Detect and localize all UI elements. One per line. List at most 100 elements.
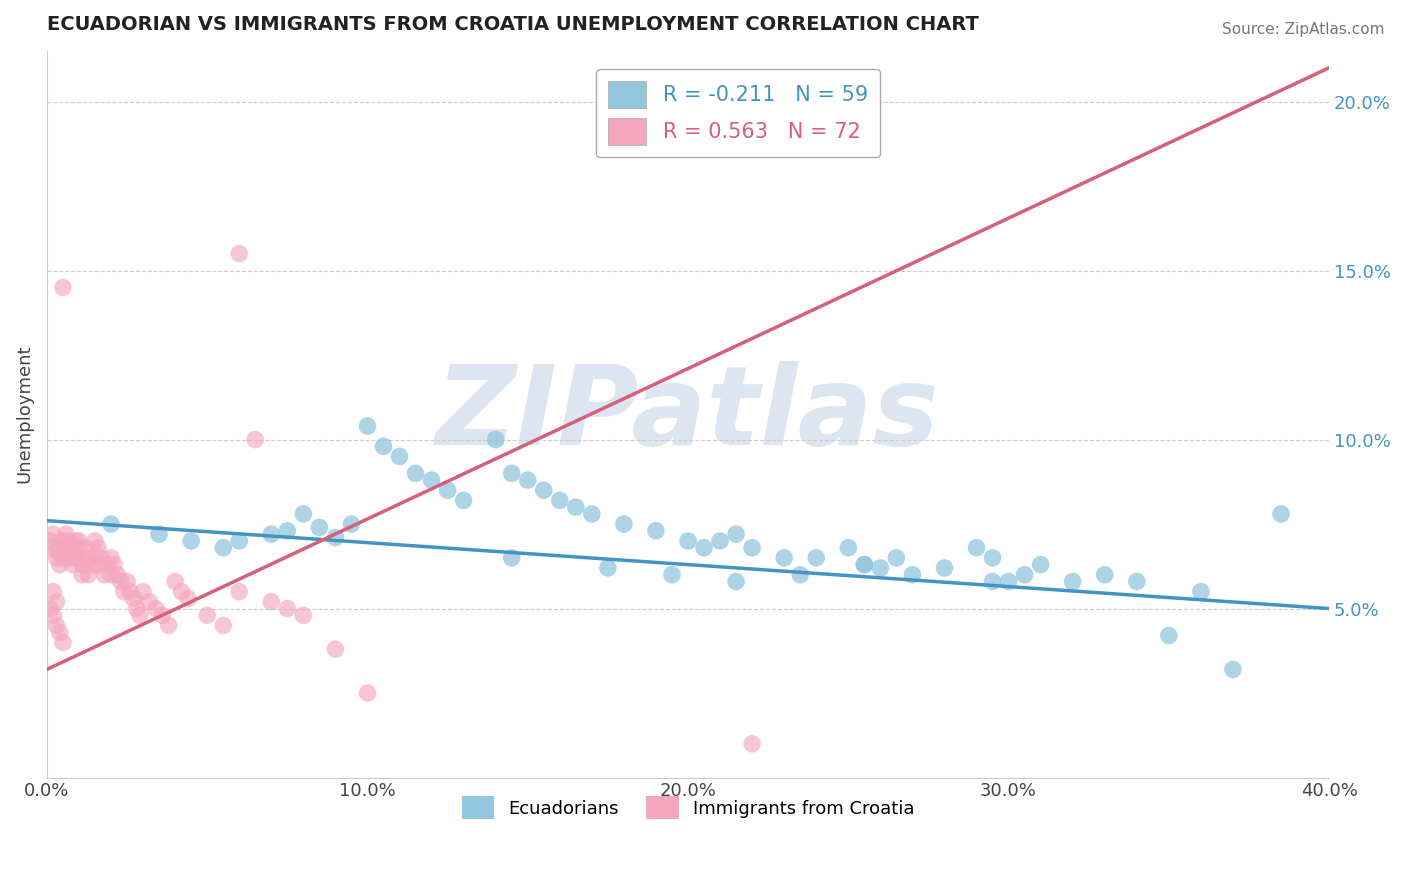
Point xyxy=(84,533,107,548)
Point xyxy=(548,493,571,508)
Point xyxy=(356,686,378,700)
Point xyxy=(42,608,65,623)
Point xyxy=(886,550,908,565)
Point xyxy=(260,595,283,609)
Point xyxy=(75,541,97,555)
Point xyxy=(132,584,155,599)
Point xyxy=(128,608,150,623)
Point xyxy=(1222,662,1244,676)
Point xyxy=(42,527,65,541)
Point xyxy=(1029,558,1052,572)
Point xyxy=(292,507,315,521)
Point xyxy=(180,533,202,548)
Y-axis label: Unemployment: Unemployment xyxy=(15,345,32,483)
Point xyxy=(453,493,475,508)
Point xyxy=(581,507,603,521)
Point xyxy=(77,567,100,582)
Point xyxy=(1014,567,1036,582)
Point xyxy=(596,561,619,575)
Point xyxy=(52,533,75,548)
Point xyxy=(485,433,508,447)
Point xyxy=(45,595,67,609)
Point xyxy=(725,574,748,589)
Legend: Ecuadorians, Immigrants from Croatia: Ecuadorians, Immigrants from Croatia xyxy=(454,789,922,827)
Point xyxy=(77,550,100,565)
Point xyxy=(52,280,75,294)
Point xyxy=(325,642,347,657)
Text: ZIPatlas: ZIPatlas xyxy=(436,360,939,467)
Point xyxy=(45,550,67,565)
Point xyxy=(45,544,67,558)
Point xyxy=(67,541,90,555)
Point xyxy=(58,533,80,548)
Point xyxy=(1126,574,1149,589)
Point xyxy=(516,473,538,487)
Point xyxy=(981,574,1004,589)
Point xyxy=(148,527,170,541)
Point xyxy=(62,558,84,572)
Point xyxy=(42,541,65,555)
Point xyxy=(356,419,378,434)
Point xyxy=(981,550,1004,565)
Point xyxy=(966,541,988,555)
Point xyxy=(1270,507,1292,521)
Point xyxy=(145,601,167,615)
Point xyxy=(55,541,77,555)
Point xyxy=(212,541,235,555)
Point xyxy=(100,567,122,582)
Point xyxy=(260,527,283,541)
Point xyxy=(100,550,122,565)
Point xyxy=(693,541,716,555)
Point xyxy=(276,601,298,615)
Point xyxy=(501,467,523,481)
Point xyxy=(837,541,859,555)
Point xyxy=(436,483,458,498)
Point xyxy=(110,574,132,589)
Point xyxy=(1189,584,1212,599)
Point xyxy=(52,635,75,649)
Point xyxy=(39,533,62,548)
Point xyxy=(405,467,427,481)
Point xyxy=(709,533,731,548)
Point xyxy=(67,550,90,565)
Point xyxy=(93,567,115,582)
Point xyxy=(65,550,87,565)
Point xyxy=(87,541,110,555)
Point xyxy=(150,608,173,623)
Point xyxy=(276,524,298,538)
Point xyxy=(501,550,523,565)
Point xyxy=(661,567,683,582)
Point xyxy=(773,550,796,565)
Point xyxy=(228,584,250,599)
Text: Source: ZipAtlas.com: Source: ZipAtlas.com xyxy=(1222,22,1385,37)
Point xyxy=(725,527,748,541)
Point xyxy=(340,517,363,532)
Point xyxy=(901,567,924,582)
Point xyxy=(97,558,120,572)
Point xyxy=(120,584,142,599)
Point xyxy=(62,541,84,555)
Point xyxy=(997,574,1019,589)
Point xyxy=(228,246,250,260)
Point xyxy=(138,595,160,609)
Point xyxy=(75,558,97,572)
Point xyxy=(645,524,668,538)
Point xyxy=(48,541,70,555)
Point xyxy=(533,483,555,498)
Text: ECUADORIAN VS IMMIGRANTS FROM CROATIA UNEMPLOYMENT CORRELATION CHART: ECUADORIAN VS IMMIGRANTS FROM CROATIA UN… xyxy=(46,15,979,34)
Point xyxy=(70,558,93,572)
Point xyxy=(55,527,77,541)
Point xyxy=(39,601,62,615)
Point xyxy=(853,558,876,572)
Point xyxy=(245,433,267,447)
Point xyxy=(806,550,828,565)
Point xyxy=(84,550,107,565)
Point xyxy=(48,625,70,640)
Point xyxy=(112,584,135,599)
Point xyxy=(565,500,588,515)
Point xyxy=(613,517,636,532)
Point xyxy=(122,591,145,606)
Point xyxy=(869,561,891,575)
Point xyxy=(165,574,187,589)
Point xyxy=(195,608,218,623)
